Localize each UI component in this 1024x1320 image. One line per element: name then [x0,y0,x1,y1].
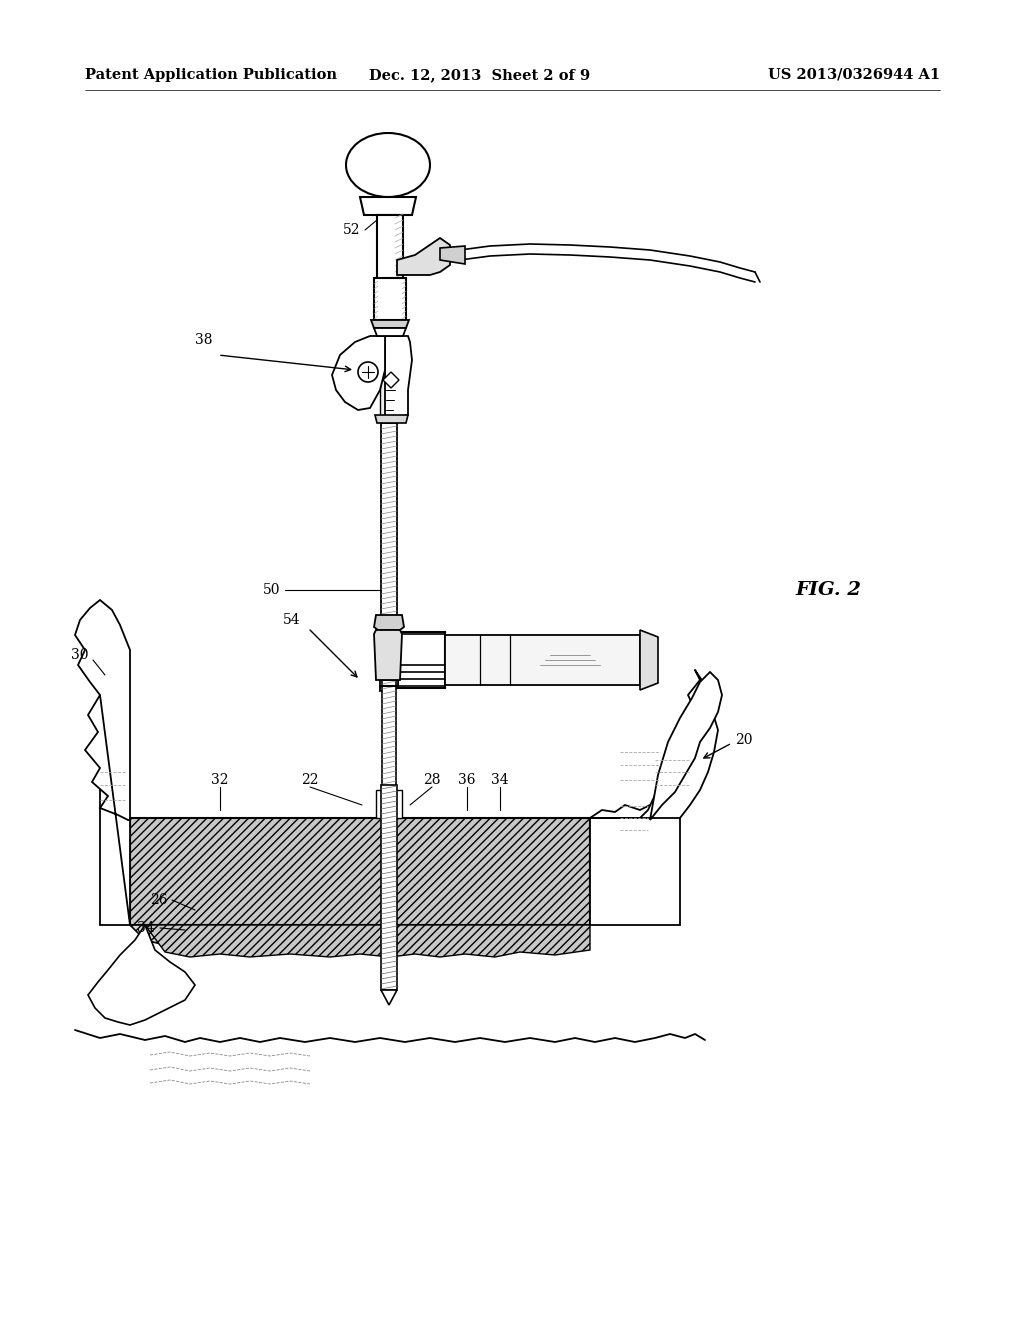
Polygon shape [398,632,445,688]
Text: FIG. 2: FIG. 2 [795,581,861,599]
Polygon shape [382,680,396,789]
Polygon shape [650,672,722,820]
Ellipse shape [346,133,430,197]
Text: 32: 32 [211,774,228,787]
Text: 22: 22 [301,774,318,787]
Polygon shape [380,630,398,690]
Polygon shape [88,925,195,1026]
Polygon shape [130,925,590,948]
Text: 52: 52 [342,223,360,238]
Text: 36: 36 [459,774,476,787]
Polygon shape [374,615,404,630]
Polygon shape [380,337,393,420]
Text: 20: 20 [735,733,753,747]
Polygon shape [85,696,130,925]
Polygon shape [374,279,406,319]
Polygon shape [374,327,406,337]
Text: 34: 34 [137,921,155,935]
Text: Dec. 12, 2013  Sheet 2 of 9: Dec. 12, 2013 Sheet 2 of 9 [370,69,591,82]
Polygon shape [440,246,465,264]
Polygon shape [145,925,590,957]
Polygon shape [385,337,412,420]
Polygon shape [332,337,385,411]
Polygon shape [445,635,640,685]
Polygon shape [374,630,402,680]
Polygon shape [640,630,658,690]
Text: 50: 50 [262,583,280,597]
Polygon shape [590,805,680,925]
Text: 38: 38 [195,333,213,347]
Polygon shape [376,789,402,818]
Polygon shape [590,690,718,818]
Text: 54: 54 [283,612,300,627]
Polygon shape [381,990,397,1005]
Polygon shape [383,372,399,388]
Polygon shape [375,414,408,422]
Polygon shape [75,601,130,925]
Text: US 2013/0326944 A1: US 2013/0326944 A1 [768,69,940,82]
Polygon shape [377,215,403,280]
Text: 34: 34 [492,774,509,787]
Polygon shape [360,197,416,215]
Polygon shape [381,785,397,990]
Polygon shape [371,319,409,327]
Polygon shape [130,818,590,925]
Text: Patent Application Publication: Patent Application Publication [85,69,337,82]
Text: 28: 28 [423,774,440,787]
Text: 30: 30 [71,648,88,663]
Polygon shape [381,422,397,620]
Circle shape [358,362,378,381]
Text: 26: 26 [151,894,168,907]
Polygon shape [397,238,450,275]
